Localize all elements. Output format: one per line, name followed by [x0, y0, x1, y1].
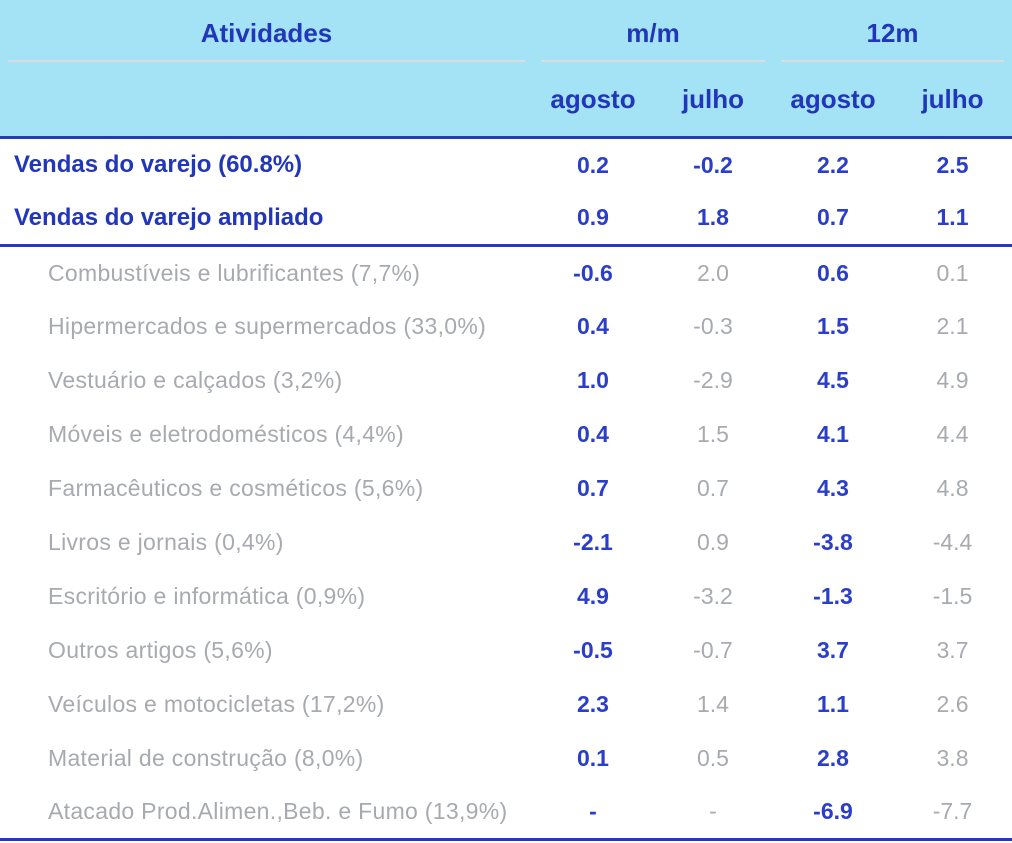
detail-rows-section: Combustíveis e lubrificantes (7,7%) -0.6 2…: [0, 246, 1012, 840]
column-header-mm-agosto: agosto: [533, 62, 653, 139]
detail-row: Farmacêuticos e cosméticos (5,6%) 0.7 0.7 4…: [0, 462, 1012, 516]
detail-row: Livros e jornais (0,4%) -2.1 0.9 -3.8 -4.4: [0, 516, 1012, 570]
summary-row: Vendas do varejo (60.8%) 0.2 -0.2 2.2 2.5: [0, 138, 1012, 192]
cell-value: 1.4: [697, 691, 729, 717]
cell-value: -: [589, 798, 597, 825]
cell-value: 0.4: [577, 313, 609, 339]
detail-row: Combustíveis e lubrificantes (7,7%) -0.6 2…: [0, 246, 1012, 300]
detail-row: Outros artigos (5,6%) -0.5 -0.7 3.7 3.7: [0, 624, 1012, 678]
row-label: Móveis e eletrodomésticos (4,4%): [48, 421, 405, 447]
row-label: Outros artigos (5,6%): [48, 637, 273, 663]
cell-value: 2.3: [577, 691, 609, 717]
cell-value: 2.5: [936, 151, 969, 178]
cell-value: 0.1: [936, 259, 969, 286]
cell-value: -0.5: [573, 637, 613, 663]
detail-row: Vestuário e calçados (3,2%) 1.0 -2.9 4.5 4.9: [0, 354, 1012, 408]
cell-value: 4.5: [817, 367, 849, 393]
cell-value: 2.2: [817, 151, 849, 178]
column-header-mm-julho: julho: [653, 62, 773, 139]
cell-value: 0.7: [697, 475, 729, 501]
row-label: Material de construção (8,0%): [48, 745, 364, 771]
column-header-12m-agosto: agosto: [773, 62, 893, 139]
cell-value: 2.1: [936, 313, 969, 339]
column-header-activities: Atividades: [0, 0, 533, 62]
table-header: Atividades m/m 12m agosto julho agosto j…: [0, 0, 1012, 139]
detail-row: Móveis e eletrodomésticos (4,4%) 0.4 1.5 4.…: [0, 408, 1012, 462]
cell-value: 3.7: [817, 637, 849, 663]
cell-value: -0.7: [693, 637, 733, 663]
cell-value: -1.3: [813, 583, 853, 609]
header-month-row: agosto julho agosto julho: [0, 62, 1012, 139]
row-label: Vendas do varejo ampliado: [14, 203, 324, 231]
cell-value: 1.1: [936, 204, 969, 231]
cell-value: -2.9: [693, 367, 733, 393]
cell-value: 1.5: [817, 313, 849, 339]
detail-row: Escritório e informática (0,9%) 4.9 -3.2 -1…: [0, 570, 1012, 624]
cell-value: 1.5: [697, 421, 729, 447]
row-label: Livros e jornais (0,4%): [48, 529, 284, 555]
row-label: Atacado Prod.Alimen.,Beb. e Fumo (13,9%): [48, 798, 508, 825]
cell-value: 0.7: [817, 204, 849, 231]
column-group-12m: 12m: [773, 0, 1012, 62]
detail-row: Veículos e motocicletas (17,2%) 2.3 1.4 1.1…: [0, 678, 1012, 732]
cell-value: 0.4: [577, 421, 609, 447]
cell-value: 2.0: [697, 259, 729, 286]
header-group-row: Atividades m/m 12m: [0, 0, 1012, 62]
cell-value: -3.8: [813, 529, 853, 555]
row-label: Vendas do varejo (60.8%): [14, 151, 303, 179]
row-label: Vestuário e calçados (3,2%): [48, 367, 343, 393]
column-group-mm: m/m: [533, 0, 773, 62]
cell-value: -: [709, 798, 717, 825]
cell-value: 2.8: [817, 745, 849, 771]
cell-value: -7.7: [932, 798, 973, 825]
cell-value: 0.1: [577, 745, 609, 771]
row-label: Hipermercados e supermercados (33,0%): [48, 313, 487, 339]
cell-value: 0.7: [577, 475, 609, 501]
twelve-m-group-label: 12m: [866, 18, 919, 48]
cell-value: 2.6: [936, 691, 969, 717]
cell-value: -2.1: [573, 529, 613, 555]
cell-value: 0.6: [817, 259, 849, 286]
cell-value: -4.4: [932, 529, 973, 555]
detail-row: Atacado Prod.Alimen.,Beb. e Fumo (13,9%)…: [0, 786, 1012, 840]
cell-value: 3.7: [936, 637, 969, 663]
summary-rows-section: Vendas do varejo (60.8%) 0.2 -0.2 2.2 2.5 Ven…: [0, 138, 1012, 246]
row-label: Combustíveis e lubrificantes (7,7%): [48, 259, 421, 286]
mm-group-label: m/m: [626, 18, 680, 48]
cell-value: -3.2: [693, 583, 733, 609]
cell-value: 1.0: [577, 367, 609, 393]
row-label: Farmacêuticos e cosméticos (5,6%): [48, 475, 424, 501]
cell-value: 1.8: [697, 204, 729, 231]
cell-value: -0.3: [693, 313, 733, 339]
cell-value: -1.5: [932, 583, 973, 609]
cell-value: 4.1: [817, 421, 849, 447]
cell-value: 4.4: [936, 421, 969, 447]
cell-value: 0.2: [577, 151, 609, 178]
cell-value: 0.9: [697, 529, 729, 555]
cell-value: -0.2: [693, 151, 733, 178]
cell-value: 3.8: [936, 745, 969, 771]
row-label: Veículos e motocicletas (17,2%): [48, 691, 385, 717]
cell-value: 4.9: [936, 367, 969, 393]
detail-row: Hipermercados e supermercados (33,0%) 0.4…: [0, 300, 1012, 354]
detail-row: Material de construção (8,0%) 0.1 0.5 2.8 3.…: [0, 732, 1012, 786]
summary-row: Vendas do varejo ampliado 0.9 1.8 0.7 1.1: [0, 192, 1012, 246]
cell-value: 0.5: [697, 745, 729, 771]
activities-header-label: Atividades: [200, 18, 333, 48]
column-header-12m-julho: julho: [893, 62, 1012, 139]
header-spacer-cell: [0, 62, 533, 139]
cell-value: 4.8: [936, 475, 969, 501]
row-label: Escritório e informática (0,9%): [48, 583, 366, 609]
cell-value: 1.1: [817, 691, 849, 717]
cell-value: -0.6: [573, 259, 613, 286]
cell-value: 0.9: [577, 204, 609, 231]
cell-value: -6.9: [813, 798, 853, 825]
cell-value: 4.3: [817, 475, 849, 501]
cell-value: 4.9: [577, 583, 609, 609]
